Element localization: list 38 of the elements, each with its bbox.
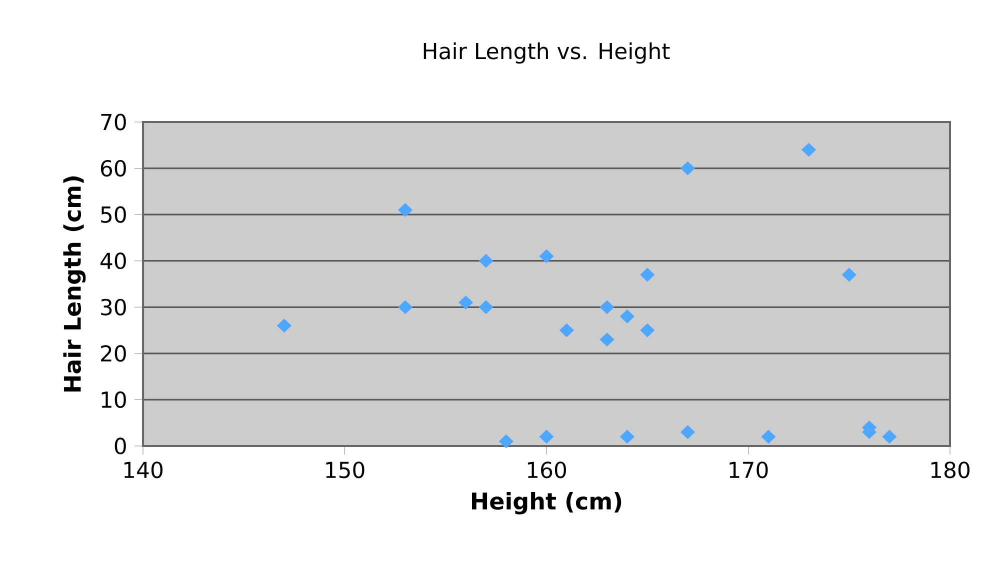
point <box>600 300 614 314</box>
chart-title: Hair Length vs. Height <box>424 42 670 64</box>
point <box>620 310 634 324</box>
y-axis-title: Hair Length (cm) <box>63 176 86 392</box>
x-tick-label: 170 <box>730 462 768 478</box>
point <box>640 323 654 338</box>
point <box>600 332 614 346</box>
point <box>458 296 473 310</box>
point <box>802 142 816 157</box>
point <box>882 430 897 444</box>
point <box>620 430 634 444</box>
y-tick-label: 60 <box>100 160 126 177</box>
y-tick-label: 50 <box>101 206 126 223</box>
point <box>680 425 695 439</box>
y-tick-label: 20 <box>101 345 126 362</box>
x-tick-label: 140 <box>124 462 163 478</box>
x-axis-title: Height (cm) <box>472 492 622 514</box>
point <box>640 268 654 282</box>
point <box>478 254 494 268</box>
y-tick-label: 10 <box>102 391 126 408</box>
point <box>539 430 554 444</box>
y-tick-label: 30 <box>101 298 126 316</box>
x-tick-label: 150 <box>326 462 364 478</box>
point <box>680 161 695 176</box>
y-tick-label: 70 <box>101 114 126 130</box>
point <box>539 249 554 264</box>
x-tick-label: 180 <box>931 462 970 478</box>
y-tick-label: 0 <box>114 438 126 454</box>
point <box>560 323 574 338</box>
point <box>398 203 412 217</box>
point <box>842 268 856 282</box>
y-tick-label: 40 <box>100 252 126 270</box>
x-tick-label: 160 <box>528 462 566 478</box>
point <box>398 300 412 314</box>
point <box>478 300 494 314</box>
point <box>277 318 292 332</box>
point <box>499 434 514 448</box>
point <box>761 430 776 444</box>
